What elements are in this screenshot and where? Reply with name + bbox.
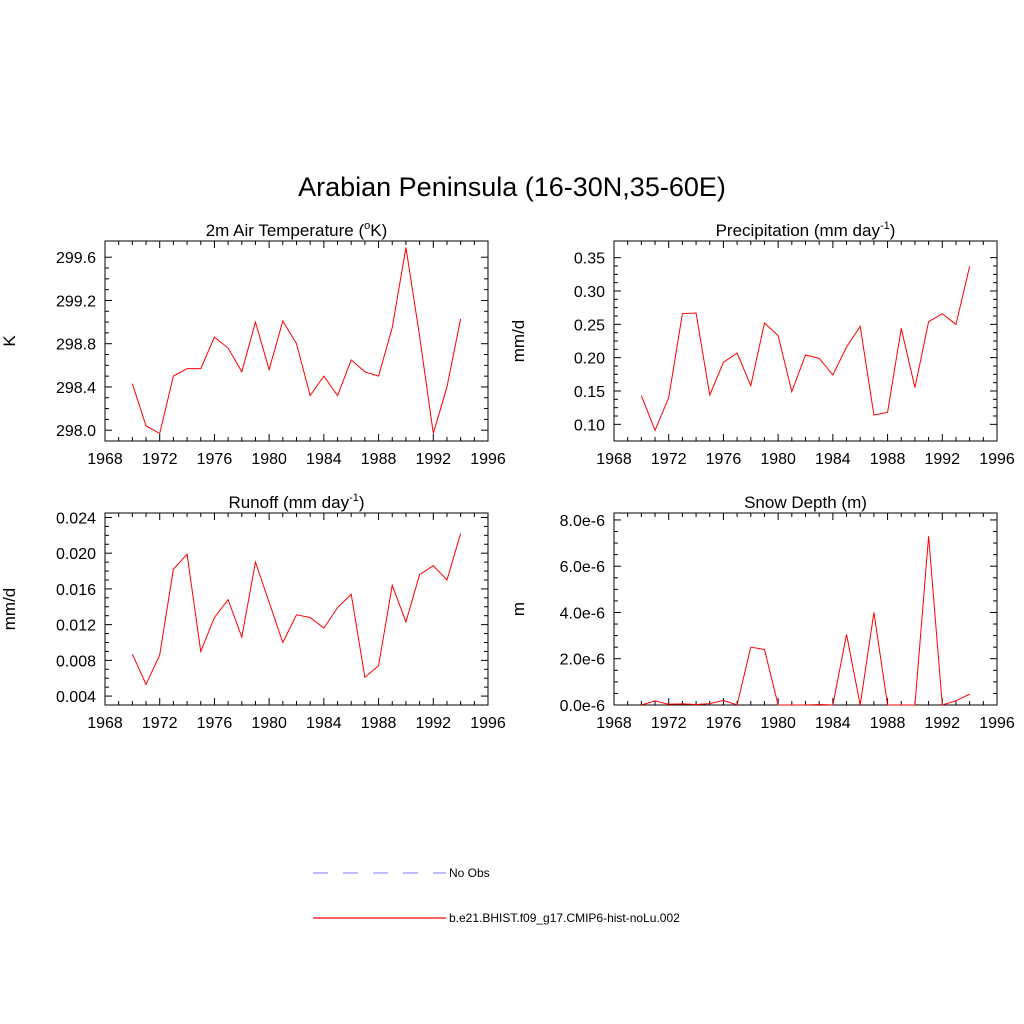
x-tick-label: 1972 bbox=[651, 715, 687, 732]
chart-panel-3: Runoff (mm day-1) mm/d 1968 1972 1976 1980 198… bbox=[0, 492, 506, 732]
y-tick-label: 0.024 bbox=[56, 510, 96, 527]
chart-panels: 2m Air Temperature (oK) K 1968 1972 1976 1980… bbox=[0, 220, 1015, 732]
series-line-1 bbox=[131, 247, 462, 435]
y-tick-label: 299.2 bbox=[56, 293, 96, 310]
y-tick-label: 298.4 bbox=[56, 380, 96, 397]
x-tick-label: 1968 bbox=[87, 715, 123, 732]
x-tick-label: 1984 bbox=[306, 451, 342, 468]
x-tick-label: 1972 bbox=[142, 715, 178, 732]
chart-panel-2: Precipitation (mm day-1) mm/d 1968 1972 1976… bbox=[509, 220, 1015, 468]
y-axis-label: mm/d bbox=[509, 320, 528, 363]
x-tick-label: 1988 bbox=[361, 715, 397, 732]
x-tick-label: 1992 bbox=[924, 715, 960, 732]
x-tick-label: 1972 bbox=[651, 451, 687, 468]
x-tick-label: 1992 bbox=[415, 451, 451, 468]
y-axis-label: mm/d bbox=[0, 588, 19, 631]
x-tick-label: 1984 bbox=[815, 715, 851, 732]
x-tick-label: 1980 bbox=[251, 715, 287, 732]
x-tick-label: 1980 bbox=[760, 715, 796, 732]
main-title: Arabian Peninsula (16-30N,35-60E) bbox=[298, 172, 726, 202]
x-tick-label: 1976 bbox=[706, 451, 742, 468]
x-tick-label: 1980 bbox=[251, 451, 287, 468]
y-tick-label: 0.20 bbox=[574, 351, 605, 368]
x-tick-label: 1968 bbox=[596, 451, 632, 468]
y-tick-label: 0.35 bbox=[574, 251, 605, 268]
y-tick-label: 0.15 bbox=[574, 384, 605, 401]
panel-title: Precipitation (mm day-1) bbox=[716, 220, 896, 240]
y-tick-label: 0.30 bbox=[574, 284, 605, 301]
x-tick-label: 1996 bbox=[470, 715, 506, 732]
chart-panel-1: 2m Air Temperature (oK) K 1968 1972 1976 1980… bbox=[0, 220, 506, 468]
y-tick-label: 298.0 bbox=[56, 423, 96, 440]
x-tick-label: 1988 bbox=[361, 451, 397, 468]
x-tick-label: 1976 bbox=[197, 715, 233, 732]
x-tick-label: 1996 bbox=[979, 715, 1015, 732]
y-tick-label: 299.6 bbox=[56, 250, 96, 267]
y-tick-label: 4.0e-6 bbox=[560, 605, 605, 622]
panel-title: Runoff (mm day-1) bbox=[228, 492, 364, 512]
plot-frame bbox=[613, 240, 998, 442]
x-tick-label: 1976 bbox=[197, 451, 233, 468]
legend: No Obs b.e21.BHIST.f09_g17.CMIP6-hist-no… bbox=[313, 866, 680, 925]
plot-frame bbox=[104, 512, 489, 706]
panel-title: 2m Air Temperature (oK) bbox=[206, 220, 388, 240]
x-tick-label: 1980 bbox=[760, 451, 796, 468]
y-tick-label: 0.020 bbox=[56, 546, 96, 563]
y-axis-label: m bbox=[509, 602, 528, 616]
panel-title: Snow Depth (m) bbox=[744, 493, 867, 512]
y-tick-label: 0.016 bbox=[56, 582, 96, 599]
x-tick-label: 1988 bbox=[870, 715, 906, 732]
x-tick-label: 1968 bbox=[87, 451, 123, 468]
series-line-1 bbox=[640, 266, 971, 432]
y-tick-label: 6.0e-6 bbox=[560, 559, 605, 576]
y-tick-label: 298.8 bbox=[56, 337, 96, 354]
y-tick-label: 0.0e-6 bbox=[560, 698, 605, 715]
y-axis-label: K bbox=[0, 335, 19, 347]
x-tick-label: 1976 bbox=[706, 715, 742, 732]
series-line-1 bbox=[641, 536, 970, 706]
y-tick-label: 0.012 bbox=[56, 618, 96, 635]
chart-panel-4: Snow Depth (m) m 1968 1972 1976 1980 1984 1988 1… bbox=[509, 493, 1015, 732]
legend-model-label: b.e21.BHIST.f09_g17.CMIP6-hist-noLu.002 bbox=[449, 911, 680, 925]
y-tick-label: 0.25 bbox=[574, 317, 605, 334]
x-tick-label: 1992 bbox=[415, 715, 451, 732]
y-tick-label: 0.004 bbox=[56, 689, 96, 706]
series-line-1 bbox=[131, 533, 462, 686]
x-tick-label: 1996 bbox=[470, 451, 506, 468]
x-tick-label: 1988 bbox=[870, 451, 906, 468]
x-tick-label: 1972 bbox=[142, 451, 178, 468]
y-tick-label: 2.0e-6 bbox=[560, 652, 605, 669]
y-tick-label: 8.0e-6 bbox=[560, 513, 605, 530]
x-tick-label: 1996 bbox=[979, 451, 1015, 468]
y-tick-label: 0.008 bbox=[56, 653, 96, 670]
x-tick-label: 1968 bbox=[596, 715, 632, 732]
x-tick-label: 1992 bbox=[924, 451, 960, 468]
y-tick-label: 0.10 bbox=[574, 417, 605, 434]
x-tick-label: 1984 bbox=[815, 451, 851, 468]
x-tick-label: 1984 bbox=[306, 715, 342, 732]
legend-obs-label: No Obs bbox=[449, 866, 490, 880]
